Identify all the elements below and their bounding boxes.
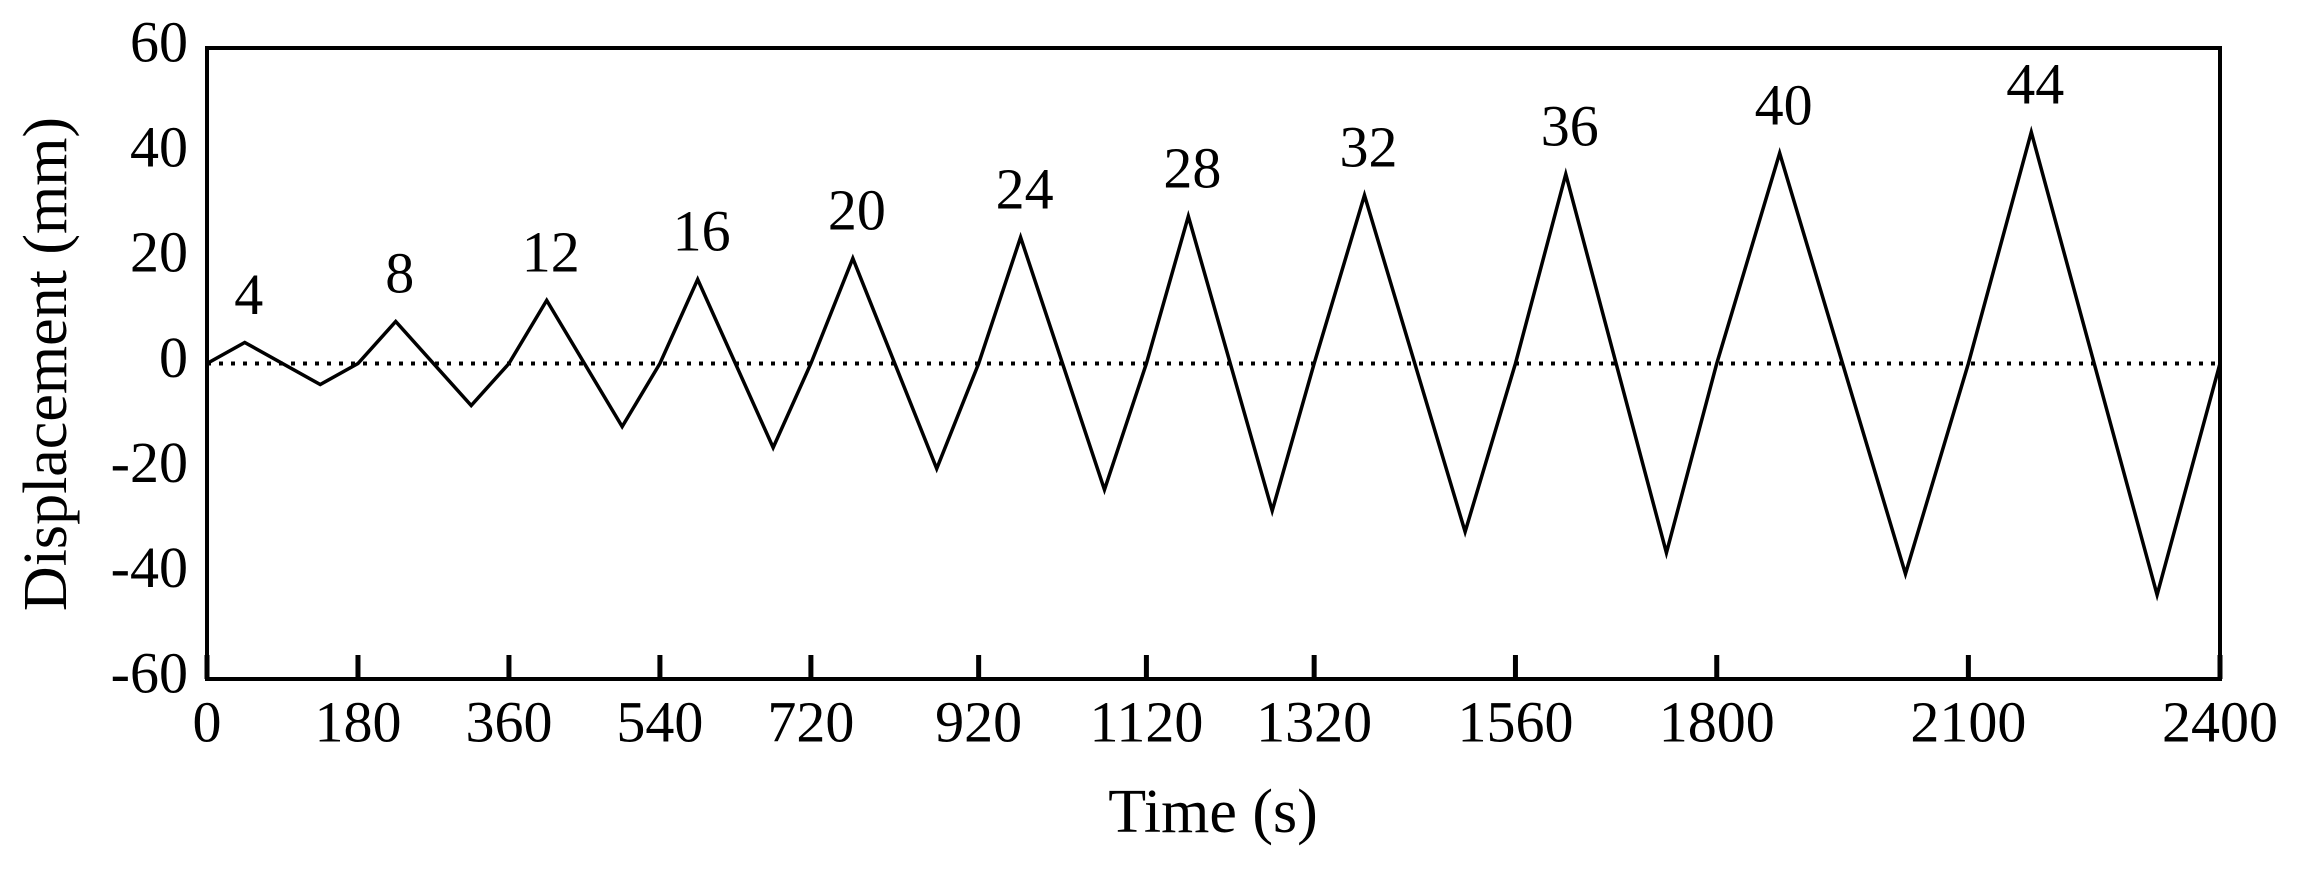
x-tick-label: 540 xyxy=(616,689,703,754)
peak-label: 24 xyxy=(996,157,1054,222)
plot-frame xyxy=(205,46,2222,681)
peak-label: 16 xyxy=(673,199,731,264)
x-tick-label: 0 xyxy=(193,689,222,754)
peak-label: 20 xyxy=(828,178,886,243)
x-axis-title: Time (s) xyxy=(1108,778,1318,846)
peak-label: 4 xyxy=(234,262,263,327)
x-tick-label: 920 xyxy=(935,689,1022,754)
peak-label: 44 xyxy=(2006,51,2064,116)
y-axis-title: Displacement (mm) xyxy=(12,117,80,611)
peak-label: 8 xyxy=(385,241,414,306)
x-tick-label: 2400 xyxy=(2162,689,2278,754)
y-tick-label: 60 xyxy=(130,9,188,74)
y-tick-label: -40 xyxy=(111,535,188,600)
y-tick-label: 20 xyxy=(130,220,188,285)
y-tick-label: 40 xyxy=(130,114,188,179)
x-tick-label: 360 xyxy=(465,689,552,754)
x-tick-label: 1320 xyxy=(1256,689,1372,754)
x-tick-label: 720 xyxy=(767,689,854,754)
peak-label: 36 xyxy=(1541,94,1599,159)
peak-label: 40 xyxy=(1755,72,1813,137)
x-tick-label: 1120 xyxy=(1089,689,1203,754)
peak-label: 32 xyxy=(1339,115,1397,180)
line xyxy=(206,125,2222,602)
y-tick-label: 0 xyxy=(159,325,188,390)
x-tick-label: 180 xyxy=(314,689,401,754)
peak-label: 12 xyxy=(522,220,580,285)
x-tick-label: 1800 xyxy=(1659,689,1775,754)
peak-label: 28 xyxy=(1163,136,1221,201)
x-tick-label: 1560 xyxy=(1457,689,1573,754)
y-tick-label: -60 xyxy=(111,640,188,705)
y-tick-label: -20 xyxy=(111,430,188,495)
x-tick-label: 2100 xyxy=(1910,689,2026,754)
